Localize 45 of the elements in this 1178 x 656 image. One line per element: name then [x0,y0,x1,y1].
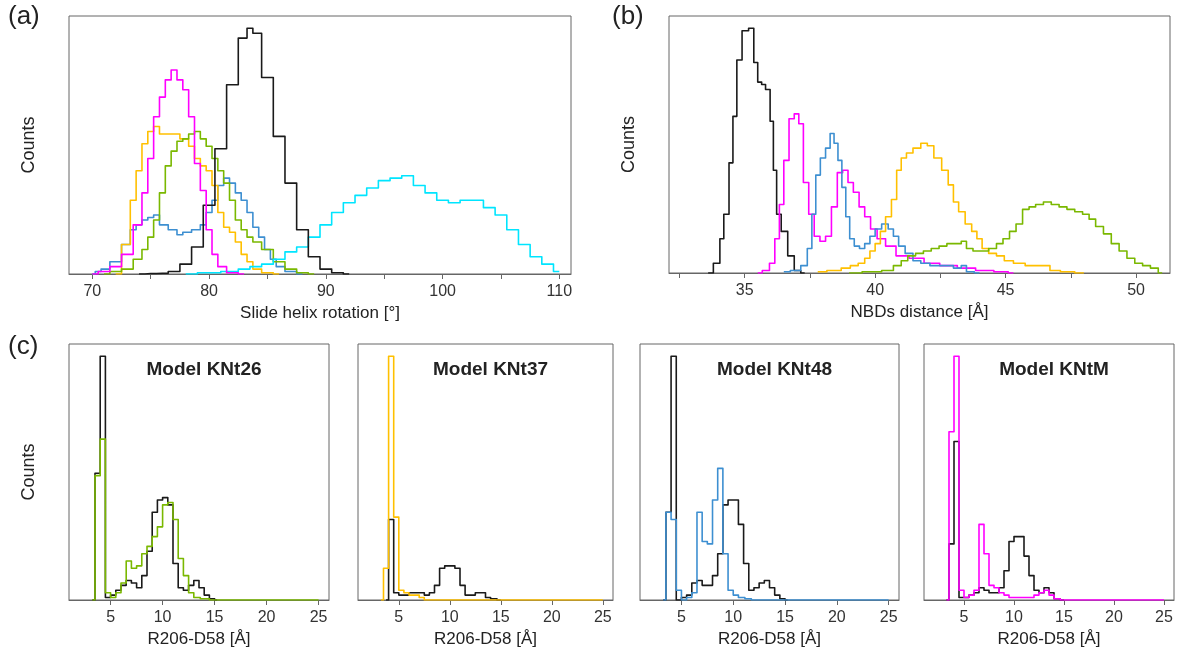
x-tick-label: 35 [735,280,754,298]
x-tick-label: 20 [257,607,276,625]
x-tick-label: 10 [724,607,743,625]
x-tick-label: 5 [394,607,404,625]
x-tick-label: 25 [309,607,328,625]
x-tick-label: 10 [153,607,172,625]
x-axis-title: R206-D58 [Å] [997,629,1101,648]
y-axis-title: Counts [618,115,638,174]
x-axis-title: R206-D58 [Å] [434,629,537,648]
x-tick-label: 25 [593,607,612,625]
x-tick-label: 20 [1105,607,1123,625]
x-tick-label: 25 [1155,607,1173,625]
chart-title: Model KNt48 [716,358,833,379]
x-axis-title: R206-D58 [Å] [718,629,821,648]
x-tick-label: 5 [676,607,686,625]
x-tick-label: 15 [776,607,795,625]
x-tick-label: 20 [542,607,561,625]
x-tick-label: 10 [1005,607,1023,625]
x-tick-label: 15 [491,607,510,625]
text: (b) [612,0,644,30]
x-tick-label: 15 [1055,607,1073,625]
x-tick-label: 45 [996,280,1015,298]
x-tick-label: 50 [1127,280,1146,298]
x-tick-label: 5 [959,607,969,625]
y-axis-title: Counts [18,443,38,501]
chart-title: Model KNt26 [146,358,262,379]
x-axis-title: NBDs distance [Å] [850,302,989,321]
chart-title: Model KNt37 [432,358,549,379]
x-tick-label: 90 [316,281,335,299]
text: (a) [8,0,40,30]
x-tick-label: 15 [205,607,224,625]
x-tick-label: 10 [440,607,459,625]
x-tick-label: 5 [106,607,116,625]
x-tick-label: 110 [546,281,573,299]
x-tick-label: 25 [879,607,898,625]
x-tick-label: 40 [866,280,885,298]
x-tick-label: 80 [200,281,219,299]
x-axis-title: R206-D58 [Å] [147,629,251,648]
x-tick-label: 20 [827,607,846,625]
text: (c) [8,330,39,360]
y-axis-title: Counts [18,116,38,174]
x-axis-title: Slide helix rotation [°] [240,303,400,322]
x-tick-label: 100 [429,281,457,299]
x-tick-label: 70 [83,281,102,299]
chart-title: Model KNtM [999,358,1109,379]
